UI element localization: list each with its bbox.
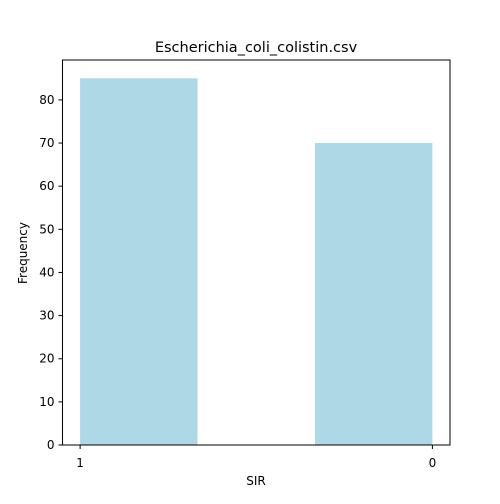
y-tick-label: 60 [39, 179, 54, 193]
y-tick-label: 0 [47, 438, 55, 452]
y-tick-label: 80 [39, 93, 54, 107]
bars-layer [80, 78, 433, 445]
y-tick-label: 50 [39, 222, 54, 236]
y-tick-label: 10 [39, 395, 54, 409]
y-axis-ticks: 0 10 20 30 40 50 60 70 80 [39, 93, 63, 452]
chart-title: Escherichia_coli_colistin.csv [155, 40, 358, 56]
y-tick-label: 40 [39, 265, 54, 279]
x-tick-label: 0 [429, 456, 437, 470]
y-tick-label: 70 [39, 136, 54, 150]
y-axis-label: Frequency [16, 222, 30, 284]
y-tick-label: 30 [39, 309, 54, 323]
bar-1 [80, 78, 198, 445]
y-tick-label: 20 [39, 352, 54, 366]
plot-frame [62, 59, 451, 446]
x-axis-label: SIR [246, 474, 266, 488]
bar-0 [314, 143, 433, 445]
x-tick-label: 1 [76, 456, 84, 470]
